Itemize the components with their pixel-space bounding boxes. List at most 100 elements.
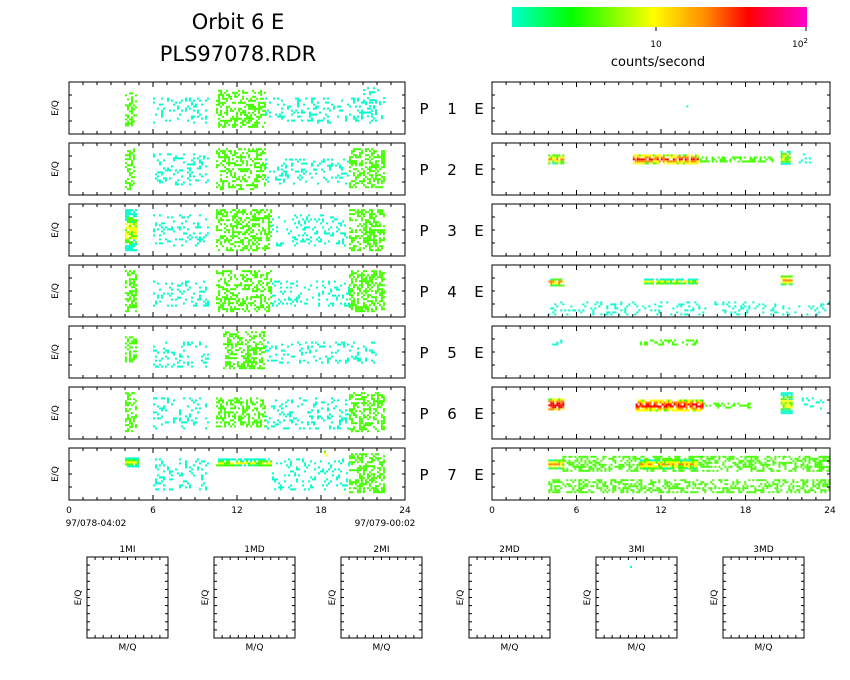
left-1-cell — [264, 105, 266, 108]
left-2-cell — [238, 184, 240, 187]
left-2-cell — [220, 174, 222, 177]
left-6-cell — [333, 399, 335, 402]
left-6-cell — [345, 399, 347, 402]
right-4-cell — [558, 284, 561, 287]
left-3-cell — [383, 229, 385, 232]
left-4-cell — [242, 270, 244, 273]
left-2-cell — [323, 176, 325, 179]
right-4-cell — [770, 309, 773, 312]
left-3-cell — [256, 241, 258, 244]
left-4-cell — [230, 278, 232, 281]
right-2-cell — [552, 156, 555, 159]
left-6-cell — [317, 409, 319, 412]
left-3-cell — [242, 233, 244, 236]
left-3-cell — [250, 211, 252, 214]
left-2-cell — [240, 164, 242, 167]
left-2-cell — [283, 178, 285, 181]
left-3-cell — [377, 225, 379, 228]
left-4-cell — [254, 274, 256, 277]
left-2-cell — [375, 166, 377, 169]
left-2-cell — [224, 150, 226, 153]
left-6-cell — [309, 411, 311, 414]
left-2-cell — [297, 170, 299, 173]
right-4-cell — [634, 303, 637, 306]
left-2-cell — [291, 164, 293, 167]
left-1-cell — [311, 97, 313, 100]
left-2-cell — [222, 164, 224, 167]
left-6-cell — [287, 427, 289, 430]
left-5-cell — [269, 347, 271, 350]
left-3-cell — [266, 245, 268, 248]
left-5-cell — [133, 356, 135, 359]
left-6-cell — [273, 407, 275, 410]
left-2-cell — [232, 184, 234, 187]
left-3-cell — [306, 218, 308, 221]
right-2-cell — [560, 156, 563, 159]
left-2-cell — [165, 179, 167, 182]
left-5-cell — [343, 343, 345, 346]
right-6-cell — [550, 400, 553, 403]
left-3-cell — [129, 229, 131, 232]
left-6-cell — [355, 430, 357, 433]
left-4-cell — [349, 306, 351, 309]
left-5-cell — [357, 353, 359, 356]
left-6-cell — [345, 417, 347, 420]
left-3-cell — [365, 211, 367, 214]
left-5-cell — [135, 350, 137, 353]
left-4-cell — [252, 302, 254, 305]
right-4-cell — [794, 311, 797, 314]
left-1-cell — [191, 117, 193, 120]
right-6-cell — [558, 404, 561, 407]
left-5-cell — [247, 349, 249, 352]
left-4-cell — [351, 270, 353, 273]
right-2-cell — [550, 156, 553, 159]
left-1-cell — [252, 125, 254, 128]
left-3-cell — [252, 243, 254, 246]
left-2-cell — [207, 157, 209, 160]
left-6-cell — [248, 407, 250, 410]
left-4-cell — [260, 274, 262, 277]
left-1-cell — [281, 111, 283, 114]
left-2-cell — [375, 150, 377, 153]
left-2-cell — [262, 178, 264, 181]
left-3-cell — [248, 241, 250, 244]
left-3-cell — [367, 243, 369, 246]
left-2-cell — [131, 162, 133, 165]
right-4-cell — [774, 303, 777, 306]
left-3-cell — [129, 247, 131, 250]
left-5-cell — [237, 341, 239, 344]
left-4-cell — [135, 274, 137, 277]
right-4-cell — [620, 301, 623, 304]
left-4-cell — [207, 304, 209, 307]
left-6-cell — [349, 398, 351, 401]
left-2-cell — [127, 178, 129, 181]
left-1-cell — [256, 97, 258, 100]
left-3-cell — [254, 209, 256, 212]
right-4-cell — [614, 311, 617, 314]
left-2-cell — [240, 148, 242, 151]
right-4-cell — [674, 282, 677, 285]
left-6-cell — [279, 413, 281, 416]
left-3-cell — [216, 217, 218, 220]
right-4-cell — [612, 311, 615, 314]
left-5-cell — [255, 335, 257, 338]
left-6-cell — [367, 404, 369, 407]
left-3-cell — [332, 216, 334, 219]
right-6-cell — [647, 401, 650, 404]
left-5-cell — [371, 341, 373, 344]
left-2-cell — [240, 188, 242, 191]
right-4-cell — [824, 309, 827, 312]
right-4-cell — [644, 282, 647, 285]
left-5-cell — [243, 361, 245, 364]
left-3-cell — [161, 226, 163, 229]
left-1-cell — [232, 123, 234, 126]
right-6-cell — [645, 407, 648, 410]
left-2-cell — [177, 171, 179, 174]
left-2-cell — [355, 176, 357, 179]
left-2-cell — [133, 170, 135, 173]
left-6-cell — [355, 416, 357, 419]
left-4-cell — [369, 304, 371, 307]
left-4-cell — [369, 294, 371, 297]
left-4-cell — [256, 306, 258, 309]
left-6-cell — [252, 421, 254, 424]
